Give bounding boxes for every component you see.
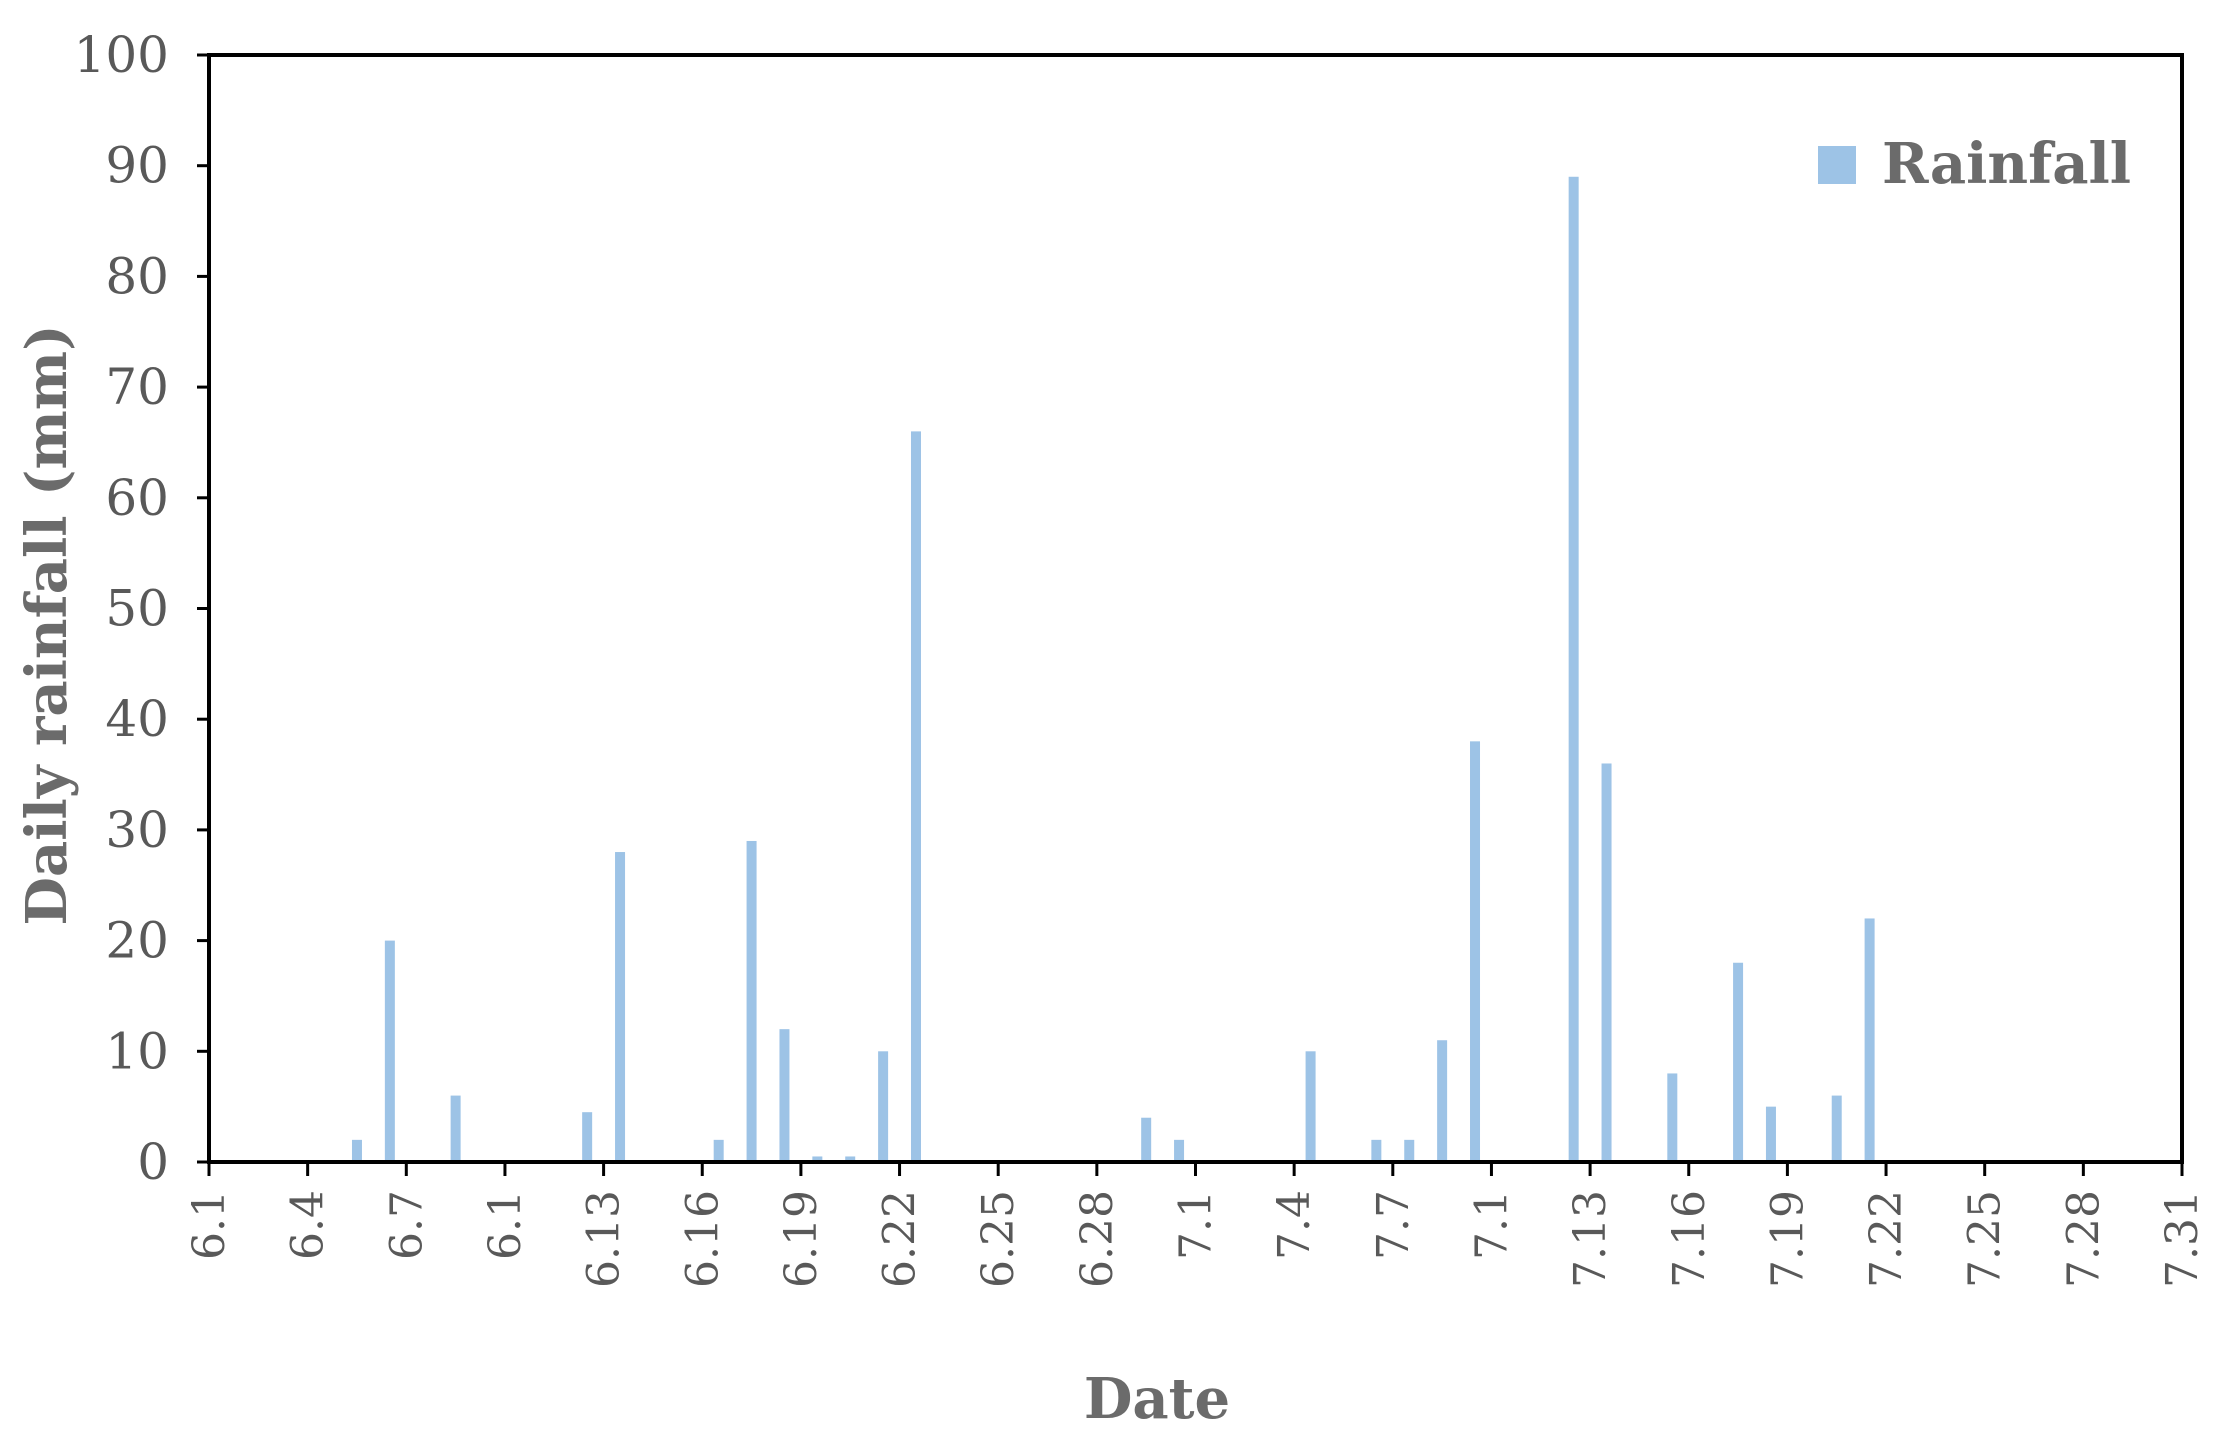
- bar-rainfall: [1305, 1051, 1316, 1162]
- bar-rainfall: [1568, 176, 1579, 1162]
- y-tick-label: 50: [105, 580, 169, 638]
- bar-rainfall: [1765, 1106, 1776, 1162]
- bar-rainfall: [1733, 962, 1744, 1162]
- x-tick-label: 6.1: [480, 1190, 531, 1260]
- bar-rainfall: [351, 1139, 362, 1162]
- bar-rainfall: [1404, 1139, 1415, 1162]
- bars-layer: [351, 176, 1875, 1162]
- x-tick-label: 6.22: [875, 1190, 926, 1288]
- x-tick-label: 6.4: [283, 1190, 334, 1260]
- bar-rainfall: [450, 1095, 461, 1162]
- legend: Rainfall: [1818, 131, 2131, 197]
- bar-rainfall: [1831, 1095, 1842, 1162]
- y-tick-label: 10: [105, 1022, 169, 1080]
- x-tick-label: 7.31: [2157, 1190, 2208, 1288]
- y-tick-label: 40: [105, 690, 169, 748]
- bar-rainfall: [1864, 918, 1875, 1162]
- x-axis-ticks: 6.1 6.4 6.7 6.1 6.13 6.16 6.19 6.22 6.25 6.28 7.1 7…: [184, 1162, 2208, 1288]
- bar-rainfall: [910, 431, 921, 1162]
- y-tick-label: 100: [74, 26, 169, 84]
- x-tick-label: 7.22: [1861, 1190, 1912, 1288]
- x-tick-label: 7.25: [1960, 1190, 2011, 1288]
- bar-rainfall: [1601, 763, 1612, 1162]
- x-tick-label: 6.28: [1072, 1190, 1123, 1288]
- y-tick-label: 20: [105, 912, 169, 970]
- y-tick-label: 60: [105, 469, 169, 527]
- x-tick-label: 6.25: [973, 1190, 1024, 1288]
- legend-label-rainfall: Rainfall: [1882, 131, 2131, 197]
- y-tick-label: 30: [105, 801, 169, 859]
- bar-rainfall: [384, 940, 395, 1162]
- x-tick-label: 7.1: [1171, 1190, 1222, 1260]
- bar-rainfall: [1371, 1139, 1382, 1162]
- bar-rainfall: [812, 1156, 823, 1162]
- x-tick-label: 7.16: [1664, 1190, 1715, 1288]
- bar-rainfall: [1141, 1117, 1152, 1162]
- bar-rainfall: [845, 1156, 856, 1162]
- x-tick-label: 7.1: [1466, 1190, 1517, 1260]
- x-tick-label: 6.13: [579, 1190, 630, 1288]
- y-axis-title: Daily rainfall (mm): [14, 324, 80, 925]
- x-tick-label: 7.4: [1269, 1190, 1320, 1260]
- bar-rainfall: [1174, 1139, 1185, 1162]
- x-tick-label: 7.19: [1762, 1190, 1813, 1288]
- bar-rainfall: [713, 1139, 724, 1162]
- bar-rainfall: [1667, 1073, 1678, 1162]
- legend-swatch-rainfall: [1818, 146, 1856, 184]
- bar-rainfall: [615, 852, 626, 1162]
- x-axis-title: Date: [1084, 1366, 1230, 1432]
- bar-rainfall: [1470, 741, 1481, 1162]
- bar-rainfall: [779, 1029, 790, 1162]
- y-tick-label: 90: [105, 137, 169, 195]
- bar-rainfall: [582, 1112, 593, 1162]
- y-tick-label: 70: [105, 358, 169, 416]
- plot-area-frame: [207, 53, 2184, 1164]
- y-tick-label: 80: [105, 247, 169, 305]
- x-tick-label: 6.19: [776, 1190, 827, 1288]
- x-tick-label: 7.28: [2058, 1190, 2109, 1288]
- x-tick-label: 7.13: [1565, 1190, 1616, 1288]
- bar-rainfall: [1437, 1040, 1448, 1162]
- y-tick-label: 0: [137, 1133, 169, 1191]
- x-tick-label: 7.7: [1368, 1190, 1419, 1260]
- x-tick-label: 6.16: [677, 1190, 728, 1288]
- bar-rainfall: [746, 840, 757, 1162]
- bar-rainfall: [878, 1051, 889, 1162]
- x-tick-label: 6.1: [184, 1190, 235, 1260]
- y-axis-ticks: 0 10 20 30 40 50 60 70 80 90 100: [74, 26, 209, 1191]
- x-tick-label: 6.7: [381, 1190, 432, 1260]
